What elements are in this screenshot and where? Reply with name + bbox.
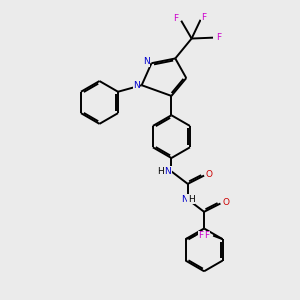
Text: N: N xyxy=(164,167,171,176)
Text: O: O xyxy=(222,197,229,206)
Text: H: H xyxy=(188,195,195,204)
Text: F: F xyxy=(202,13,207,22)
Text: F: F xyxy=(205,231,210,240)
Text: F: F xyxy=(173,14,178,23)
Text: F: F xyxy=(216,33,221,42)
Text: F: F xyxy=(199,231,204,240)
Text: O: O xyxy=(206,169,213,178)
Text: N: N xyxy=(181,195,188,204)
Text: N: N xyxy=(133,81,140,90)
Text: N: N xyxy=(143,57,149,66)
Text: H: H xyxy=(158,167,164,176)
